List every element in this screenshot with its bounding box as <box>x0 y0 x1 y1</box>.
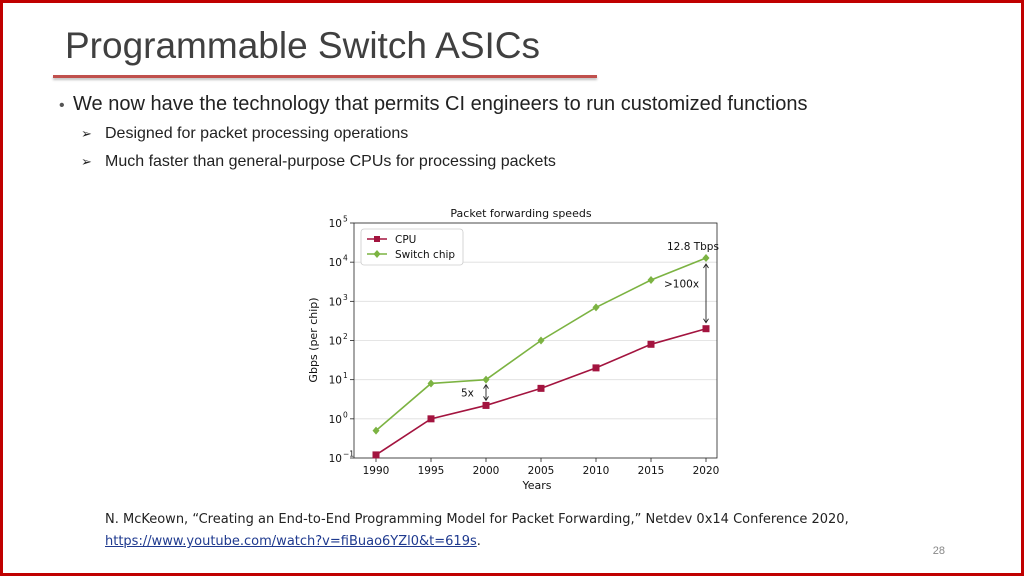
x-tick-label: 1995 <box>418 465 445 477</box>
x-tick-label: 2000 <box>473 465 500 477</box>
x-tick-label: 2010 <box>583 465 610 477</box>
chart-legend: CPU Switch chip <box>360 228 464 266</box>
x-tick-label: 1990 <box>363 465 390 477</box>
main-bullet-text: We now have the technology that permits … <box>73 93 808 115</box>
legend-box <box>360 228 464 266</box>
citation-text: N. McKeown, “Creating an End-to-End Prog… <box>105 512 849 527</box>
y-tick-label: 10 <box>329 218 342 230</box>
x-tick-label: 2015 <box>638 465 665 477</box>
data-point-cpu <box>537 384 545 392</box>
legend-marker-cpu <box>374 236 380 242</box>
x-axis-label: Years <box>521 479 551 492</box>
data-point-switch-chip <box>482 375 490 384</box>
y-tick-exponent: 4 <box>343 254 348 263</box>
data-point-switch-chip <box>592 303 600 312</box>
y-tick-exponent: −1 <box>343 450 354 459</box>
y-tick-label: 10 <box>329 375 342 387</box>
y-tick-label: 10 <box>329 336 342 348</box>
data-point-cpu <box>482 401 490 409</box>
y-tick-exponent: 1 <box>343 371 348 380</box>
packet-forwarding-chart: Packet forwarding speeds 1990 1995 2000 200… <box>307 207 720 492</box>
annotation-arrowhead-100x-top <box>703 263 709 269</box>
x-tick-label: 2005 <box>528 465 555 477</box>
annotation-arrowhead-5x-bottom <box>483 396 489 402</box>
data-point-switch-chip <box>427 379 435 388</box>
sub-bullet-text: Designed for packet processing operation… <box>105 125 409 142</box>
chart-series <box>372 253 710 459</box>
chart-annotations: 12.8 Tbps >100x 5x <box>461 241 719 402</box>
legend-label-switch-chip: Switch chip <box>395 249 455 261</box>
y-tick-exponent: 2 <box>343 332 348 341</box>
data-point-switch-chip <box>647 276 655 285</box>
y-tick-exponent: 0 <box>343 410 348 419</box>
citation: N. McKeown, “Creating an End-to-End Prog… <box>105 509 849 553</box>
data-point-switch-chip <box>702 253 710 262</box>
page-number: 28 <box>932 545 945 557</box>
data-point-cpu <box>702 325 710 333</box>
data-point-switch-chip <box>372 426 380 435</box>
data-point-cpu <box>647 340 655 348</box>
annotation-arrowhead-100x-bottom <box>703 318 709 324</box>
bullet-dot-icon: • <box>59 97 65 114</box>
arrow-bullet-icon: ➢ <box>81 154 92 169</box>
x-tick-label: 2020 <box>693 465 720 477</box>
y-tick-label: 10 <box>329 453 342 465</box>
data-point-cpu <box>427 415 435 423</box>
y-axis-label: Gbps (per chip) <box>307 297 320 382</box>
chart-title: Packet forwarding speeds <box>450 207 591 220</box>
arrow-bullet-icon: ➢ <box>81 126 92 141</box>
annotation-12-8-tbps: 12.8 Tbps <box>667 241 719 253</box>
x-axis-ticks: 1990 1995 2000 2005 2010 2015 2020 <box>363 458 720 477</box>
sub-bullet: ➢ Designed for packet processing operatio… <box>81 125 408 143</box>
citation-link[interactable]: https://www.youtube.com/watch?v=fiBuao6Y… <box>105 534 477 549</box>
data-point-switch-chip <box>537 336 545 345</box>
citation-end: . <box>476 534 481 549</box>
main-bullet: • We now have the technology that permits… <box>59 93 807 116</box>
legend-marker-switch-chip <box>373 250 381 258</box>
data-point-cpu <box>592 364 600 372</box>
sub-bullet-text: Much faster than general-purpose CPUs fo… <box>105 153 556 170</box>
annotation-arrowhead-5x-top <box>483 383 489 389</box>
legend-label-cpu: CPU <box>395 234 416 246</box>
annotation-5x: 5x <box>461 388 474 400</box>
y-tick-exponent: 3 <box>343 293 348 302</box>
data-point-cpu <box>372 451 380 459</box>
slide-title: Programmable Switch ASICs <box>65 25 541 66</box>
y-tick-label: 10 <box>329 296 342 308</box>
y-tick-label: 10 <box>329 257 342 269</box>
y-tick-exponent: 5 <box>343 215 348 224</box>
y-tick-label: 10 <box>329 414 342 426</box>
plot-frame <box>353 222 718 459</box>
sub-bullet: ➢ Much faster than general-purpose CPUs f… <box>81 153 556 171</box>
title-underline <box>53 75 597 78</box>
annotation-100x: >100x <box>664 278 699 290</box>
